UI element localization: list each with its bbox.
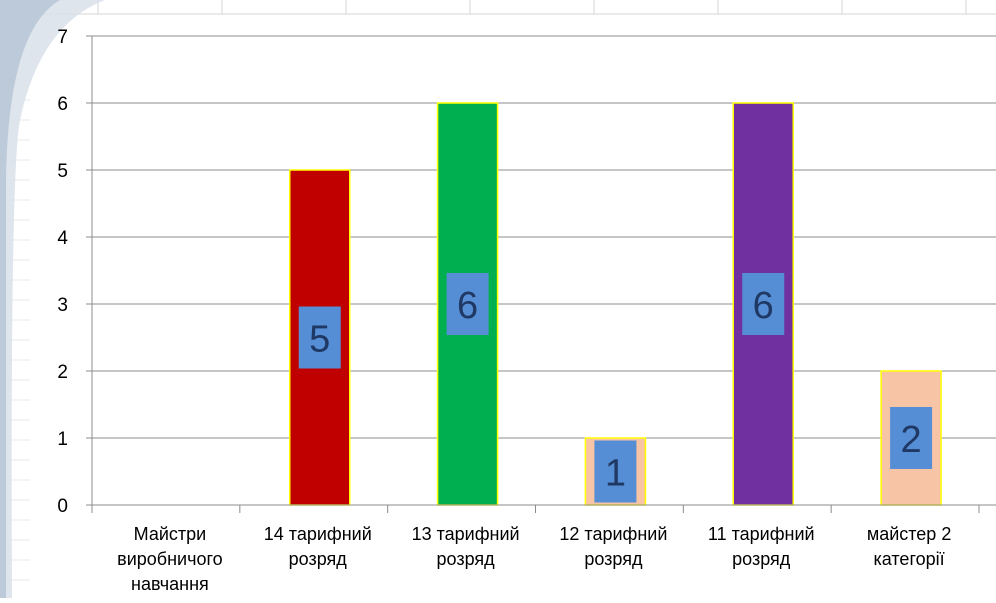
x-category-label: розряд <box>732 549 791 569</box>
data-label: 6 <box>753 285 774 327</box>
data-label-box <box>594 440 637 503</box>
x-category-label: 11 тарифний <box>708 524 815 544</box>
x-category-label: 14 тарифний <box>264 524 372 544</box>
y-tick-label: 1 <box>57 429 68 450</box>
x-category-label: 12 тарифний <box>559 524 667 544</box>
x-category-label: розряд <box>584 549 643 569</box>
x-category-label: навчання <box>131 574 209 594</box>
y-tick-label: 3 <box>57 295 68 316</box>
x-category-label: 13 тарифний <box>412 524 520 544</box>
data-label-box <box>742 273 785 335</box>
y-tick-label: 6 <box>57 94 68 115</box>
x-category-label: майстер 2 <box>867 524 952 544</box>
y-tick-label: 5 <box>57 161 68 182</box>
data-label: 1 <box>605 453 626 495</box>
x-category-label: категорії <box>874 549 945 569</box>
data-label: 5 <box>309 319 330 361</box>
slide-glass-decoration <box>0 0 105 598</box>
y-tick-label: 2 <box>57 362 68 383</box>
x-category-label: Майстри <box>134 524 207 544</box>
x-category-label: розряд <box>437 549 496 569</box>
y-tick-label: 0 <box>57 496 68 517</box>
data-label-box <box>298 306 341 369</box>
x-category-label: розряд <box>289 549 348 569</box>
x-category-label: виробничого <box>117 549 223 569</box>
data-label-box <box>890 407 933 469</box>
data-label: 2 <box>901 419 922 461</box>
plot-area: 0 1 2 3 4 5 6 7 5 6 1 6 2 Майстри виробничого навчання 1… <box>57 27 996 594</box>
data-label: 6 <box>457 285 478 327</box>
y-tick-label: 4 <box>57 228 68 249</box>
data-label-box <box>446 273 489 335</box>
y-tick-label: 7 <box>57 27 68 48</box>
